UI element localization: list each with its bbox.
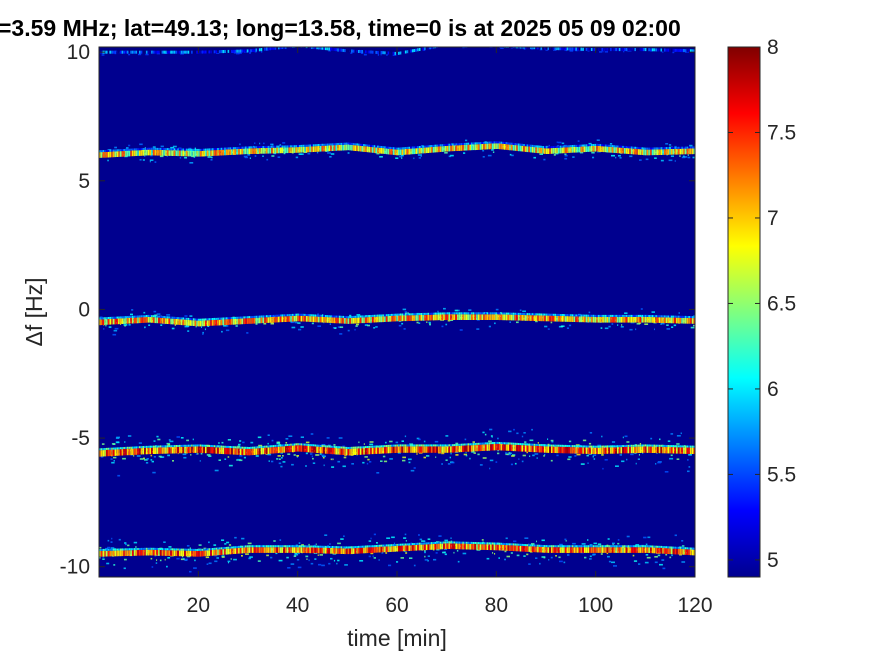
- signal-bands: [99, 47, 695, 573]
- colorbar-tick-label: 8: [767, 36, 779, 59]
- colorbar-tick-label: 5.5: [767, 463, 796, 486]
- y-axis-label: Δf [Hz]: [21, 277, 47, 346]
- band-4: [99, 533, 695, 573]
- x-tick-label: 80: [485, 594, 508, 617]
- y-tick-label: 10: [67, 41, 90, 64]
- x-tick-label: 100: [578, 594, 613, 617]
- colorbar-tick-label: 6.5: [767, 292, 796, 315]
- x-axis-label: time [min]: [347, 625, 447, 651]
- band-2: [99, 307, 695, 336]
- x-tick-label: 20: [187, 594, 210, 617]
- colorbar-tick-label: 5: [767, 549, 779, 572]
- colorbar: [727, 46, 761, 578]
- band-1: [99, 139, 695, 164]
- colorbar-tick-label: 6: [767, 378, 779, 401]
- y-axis: 10 5 0 -5 -10: [60, 41, 695, 579]
- y-tick-label: 5: [78, 170, 90, 193]
- y-tick-label: -5: [71, 427, 90, 450]
- chart-title: =3.59 MHz; lat=49.13; long=13.58, time=0…: [0, 15, 681, 41]
- x-tick-label: 120: [677, 594, 712, 617]
- colorbar-axis: 5 5.5 6 6.5 7 7.5 8: [728, 36, 796, 572]
- y-tick-label: -10: [60, 556, 90, 579]
- colorbar-tick-label: 7: [767, 207, 779, 230]
- x-tick-label: 60: [385, 594, 408, 617]
- colorbar-tick-label: 7.5: [767, 121, 796, 144]
- y-tick-label: 0: [78, 298, 90, 321]
- x-axis: 20 40 60 80 100 120: [187, 47, 713, 617]
- plot-area: [99, 47, 695, 577]
- band-3: [99, 428, 695, 477]
- x-tick-label: 40: [286, 594, 309, 617]
